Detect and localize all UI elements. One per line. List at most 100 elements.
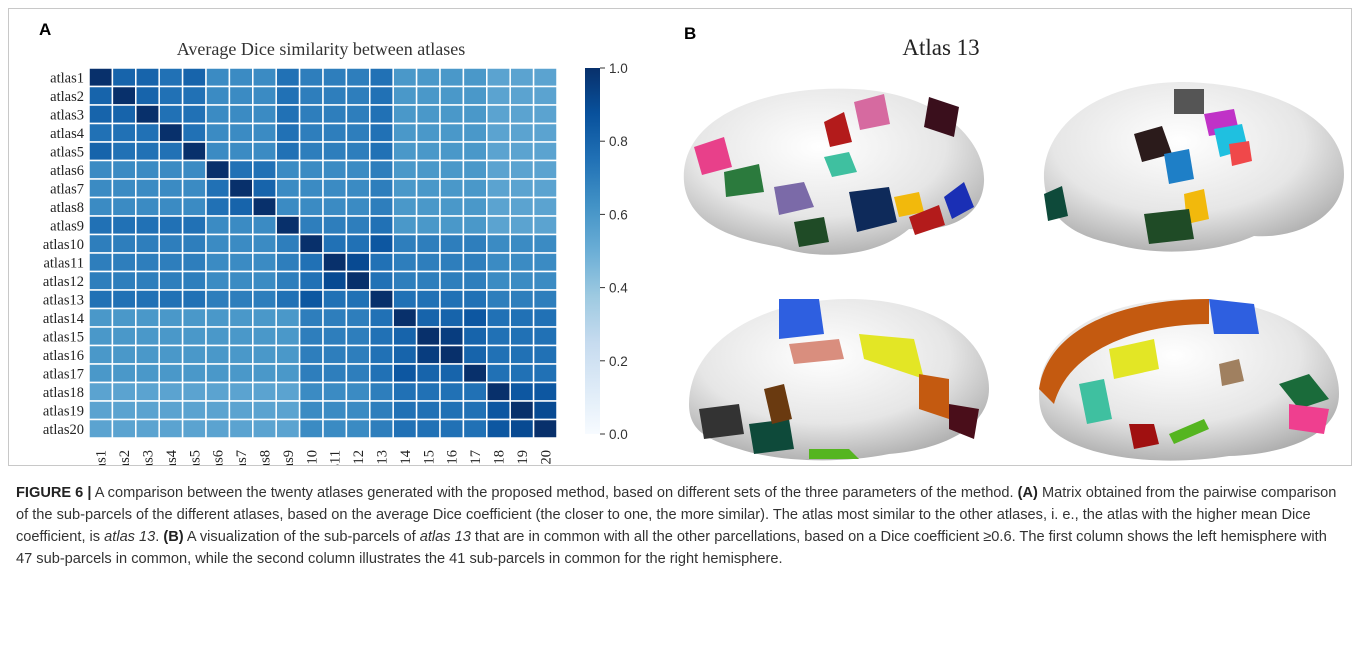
heatmap-cell xyxy=(369,418,394,439)
y-tick-label: atlas5 xyxy=(50,144,84,160)
heatmap-cell xyxy=(111,122,137,143)
heatmap-cell xyxy=(228,252,254,273)
brain-region xyxy=(1164,149,1194,184)
heatmap-cell xyxy=(135,418,160,439)
heatmap-cell xyxy=(439,344,465,365)
y-tick-label: atlas10 xyxy=(43,237,84,253)
heatmap-cell xyxy=(275,418,301,439)
heatmap-cell xyxy=(228,85,254,106)
heatmap-cell xyxy=(181,141,207,162)
heatmap-cell xyxy=(111,67,137,88)
heatmap-cell xyxy=(88,141,114,162)
heatmap-cell xyxy=(532,400,558,421)
heatmap-cell xyxy=(205,381,231,402)
caption-label: FIGURE 6 | xyxy=(16,485,92,501)
heatmap-cell xyxy=(462,400,488,421)
heatmap-cell xyxy=(252,141,277,162)
y-tick-label: atlas15 xyxy=(43,329,84,345)
heatmap-cell xyxy=(275,104,301,125)
heatmap-cell xyxy=(439,159,465,180)
x-tick-label: atlas14 xyxy=(398,449,414,465)
heatmap-cell xyxy=(298,344,324,365)
heatmap-cell xyxy=(462,418,488,439)
heatmap-cell xyxy=(415,363,441,384)
heatmap-cell xyxy=(532,307,558,328)
heatmap-cell xyxy=(462,67,488,88)
caption-text: that are in common with all the other pa… xyxy=(16,529,1327,567)
heatmap-cell xyxy=(439,215,465,236)
heatmap-cell xyxy=(532,141,558,162)
heatmap-cell xyxy=(486,233,511,254)
heatmap-cell xyxy=(415,326,441,347)
y-tick-label: atlas4 xyxy=(50,126,85,142)
heatmap-cell xyxy=(205,85,231,106)
heatmap-cell xyxy=(345,344,371,365)
heatmap-cell xyxy=(298,104,324,125)
heatmap-cell xyxy=(462,363,488,384)
heatmap-cell xyxy=(532,233,558,254)
heatmap-cell xyxy=(439,418,465,439)
heatmap-cell xyxy=(392,270,418,291)
heatmap-cell xyxy=(439,381,465,402)
heatmap-cell xyxy=(228,400,254,421)
heatmap-cell xyxy=(205,252,231,273)
brain-region xyxy=(749,419,794,454)
heatmap-cell xyxy=(158,344,184,365)
caption-panel-ref: (A) xyxy=(1017,485,1038,501)
heatmap-cell xyxy=(509,141,535,162)
heatmap-cell xyxy=(88,104,114,125)
heatmap-cell xyxy=(486,326,511,347)
heatmap-cell xyxy=(322,159,348,180)
heatmap-cell xyxy=(462,270,488,291)
heatmap-cell xyxy=(439,178,465,199)
heatmap-cell xyxy=(486,252,511,273)
heatmap-cell xyxy=(462,326,488,347)
heatmap-cell xyxy=(135,85,160,106)
heatmap-cell xyxy=(181,400,207,421)
heatmap-cell xyxy=(275,270,301,291)
heatmap-cell xyxy=(415,67,441,88)
heatmap-cell xyxy=(275,215,301,236)
heatmap-cell xyxy=(88,289,114,310)
y-tick-label: atlas2 xyxy=(50,89,84,105)
heatmap-cell xyxy=(252,418,277,439)
heatmap-cell xyxy=(509,418,535,439)
y-tick-label: atlas13 xyxy=(43,292,84,308)
panel-label: B xyxy=(684,24,696,43)
heatmap-cell xyxy=(205,418,231,439)
heatmap-cell xyxy=(415,141,441,162)
brain-region xyxy=(1219,359,1244,386)
caption-emphasis: atlas 13 xyxy=(104,529,156,545)
x-tick-label: atlas15 xyxy=(421,450,437,465)
heatmap-cell xyxy=(205,104,231,125)
heatmap-cell xyxy=(392,196,418,217)
colorbar xyxy=(585,68,600,434)
heatmap-cell xyxy=(298,307,324,328)
heatmap-cell xyxy=(322,344,348,365)
heatmap-cell xyxy=(532,326,558,347)
x-tick-label: atlas4 xyxy=(164,449,180,465)
heatmap-cell xyxy=(111,233,137,254)
heatmap-cell xyxy=(439,326,465,347)
heatmap-cell xyxy=(275,85,301,106)
heatmap-cell xyxy=(345,400,371,421)
heatmap-cell xyxy=(369,363,394,384)
heatmap-cell xyxy=(252,400,277,421)
heatmap-cell xyxy=(439,289,465,310)
heatmap-cell xyxy=(532,270,558,291)
brain-region xyxy=(1043,82,1344,252)
heatmap-cell xyxy=(415,196,441,217)
heatmap-cell xyxy=(322,122,348,143)
brain-region xyxy=(854,94,890,130)
heatmap-cell xyxy=(298,178,324,199)
heatmap-cell xyxy=(275,289,301,310)
heatmap-cell xyxy=(252,104,277,125)
heatmap-cell xyxy=(462,196,488,217)
heatmap-cell xyxy=(158,418,184,439)
heatmap-cell xyxy=(345,307,371,328)
heatmap-cell xyxy=(322,85,348,106)
heatmap-cell xyxy=(135,252,160,273)
heatmap-cell xyxy=(415,344,441,365)
brain-region xyxy=(694,137,732,175)
caption-emphasis: atlas 13 xyxy=(419,529,471,545)
